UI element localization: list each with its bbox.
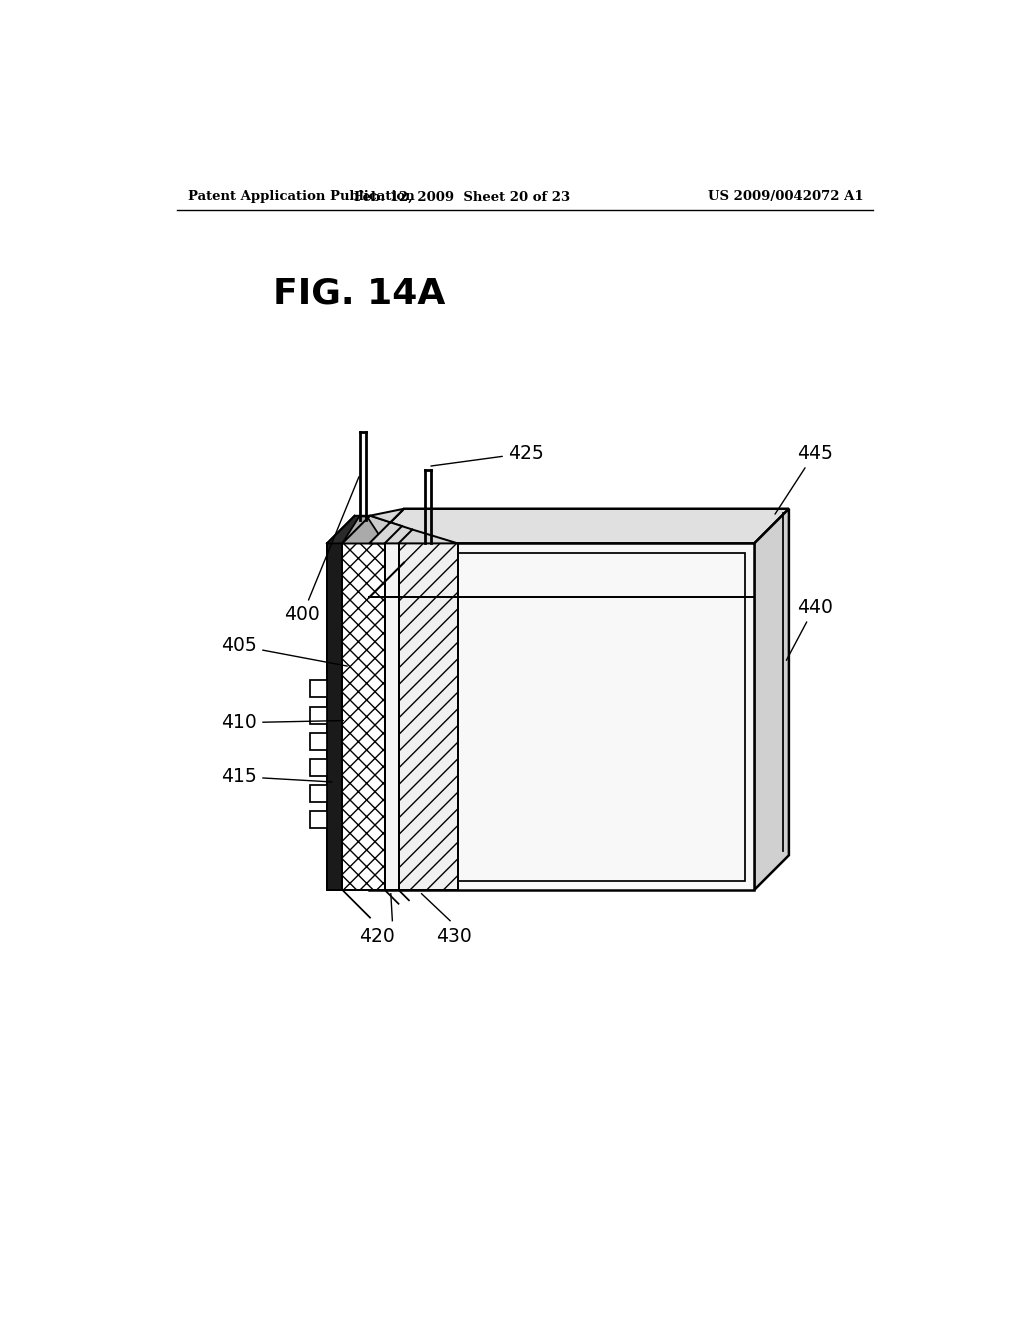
Polygon shape bbox=[327, 544, 342, 890]
Polygon shape bbox=[310, 785, 327, 803]
Polygon shape bbox=[310, 759, 327, 776]
Polygon shape bbox=[327, 516, 370, 544]
Polygon shape bbox=[370, 508, 788, 544]
Text: FIG. 14A: FIG. 14A bbox=[273, 276, 445, 310]
Polygon shape bbox=[342, 516, 402, 544]
Text: 415: 415 bbox=[221, 767, 332, 787]
Text: 410: 410 bbox=[221, 713, 343, 733]
Text: 425: 425 bbox=[431, 444, 544, 466]
Polygon shape bbox=[385, 544, 398, 890]
Polygon shape bbox=[342, 516, 385, 544]
Text: Feb. 12, 2009  Sheet 20 of 23: Feb. 12, 2009 Sheet 20 of 23 bbox=[353, 190, 569, 203]
Text: 405: 405 bbox=[221, 636, 347, 667]
Polygon shape bbox=[370, 508, 458, 544]
Text: 420: 420 bbox=[359, 927, 395, 945]
Polygon shape bbox=[370, 544, 755, 890]
Polygon shape bbox=[310, 681, 327, 697]
Text: 430: 430 bbox=[436, 927, 472, 945]
Polygon shape bbox=[310, 706, 327, 723]
Polygon shape bbox=[310, 812, 327, 829]
Polygon shape bbox=[755, 508, 788, 890]
Text: 440: 440 bbox=[786, 598, 833, 660]
Polygon shape bbox=[310, 733, 327, 750]
Polygon shape bbox=[342, 544, 385, 890]
Text: 445: 445 bbox=[775, 444, 833, 513]
Text: 400: 400 bbox=[285, 477, 359, 624]
Text: US 2009/0042072 A1: US 2009/0042072 A1 bbox=[708, 190, 863, 203]
Polygon shape bbox=[398, 544, 458, 890]
Text: Patent Application Publication: Patent Application Publication bbox=[188, 190, 415, 203]
